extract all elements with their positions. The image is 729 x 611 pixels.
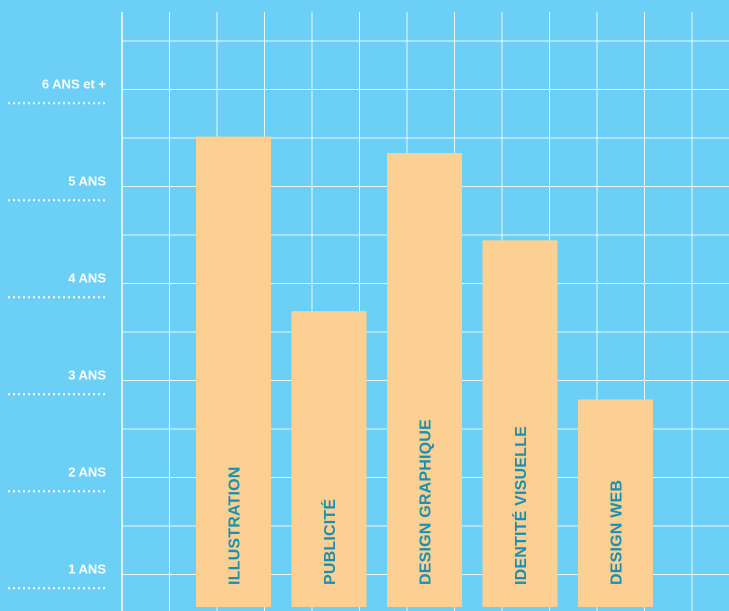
bar-label: DESIGN WEB bbox=[609, 480, 626, 585]
bar-label: IDENTITÉ VISUELLE bbox=[511, 426, 530, 585]
bar-label: PUBLICITÉ bbox=[320, 499, 339, 585]
bar bbox=[387, 153, 462, 608]
y-tick-label: 1 ANS bbox=[68, 561, 106, 576]
bar-label: DESIGN GRAPHIQUE bbox=[418, 419, 435, 585]
bars: ILLUSTRATION PUBLICITÉ DESIGN GRAPHIQUE IDE… bbox=[196, 136, 653, 608]
y-tick-label: 3 ANS bbox=[68, 367, 106, 382]
bar bbox=[482, 240, 558, 607]
bar-label: ILLUSTRATION bbox=[227, 466, 244, 585]
y-tick-labels: 1 ANS 2 ANS 3 ANS 4 ANS 5 ANS 6 ANS et + bbox=[8, 76, 107, 590]
y-tick-label: 5 ANS bbox=[68, 173, 106, 188]
bar bbox=[578, 399, 653, 607]
y-tick-label: 4 ANS bbox=[68, 270, 106, 285]
y-tick-label: 6 ANS et + bbox=[42, 76, 107, 91]
bar bbox=[291, 311, 367, 607]
bar bbox=[196, 136, 271, 608]
y-tick-label: 2 ANS bbox=[68, 464, 106, 479]
